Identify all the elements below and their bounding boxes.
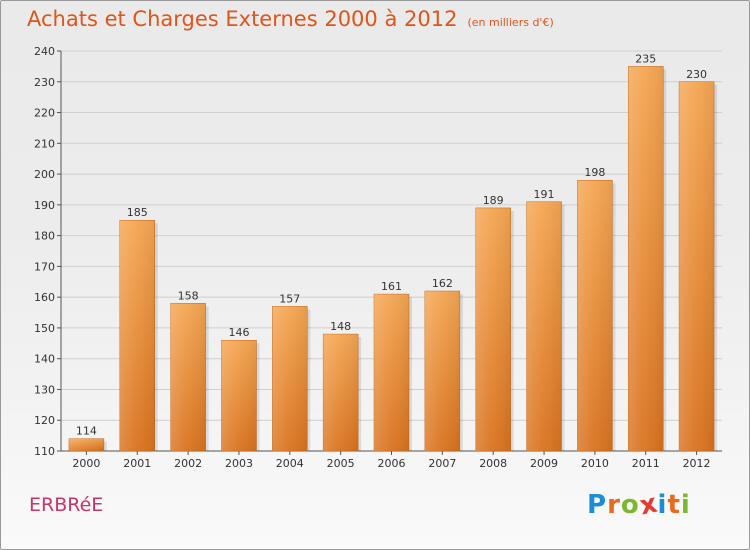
bar-highlight (170, 303, 206, 451)
data-label: 157 (279, 292, 300, 305)
data-label: 191 (534, 188, 555, 201)
bar-highlight (68, 438, 104, 451)
data-label: 146 (228, 326, 249, 339)
x-tick-label: 2011 (632, 457, 660, 470)
x-tick-label: 2012 (683, 457, 711, 470)
bar-highlight (221, 340, 257, 451)
y-tick-label: 230 (34, 76, 55, 89)
chart-title: Achats et Charges Externes 2000 à 2012 (27, 7, 458, 31)
data-label: 235 (635, 52, 656, 65)
x-tick-label: 2001 (123, 457, 151, 470)
chart-subtitle: (en milliers d'€) (467, 16, 554, 29)
logo-letter: t (667, 490, 681, 520)
data-label: 185 (127, 206, 148, 219)
town-name: ERBRéE (29, 494, 104, 516)
bar-highlight (272, 306, 308, 451)
y-tick-label: 210 (34, 137, 55, 150)
data-label: 114 (76, 425, 97, 438)
x-tick-label: 2008 (479, 457, 507, 470)
y-tick-label: 110 (34, 445, 55, 458)
x-tick-label: 2006 (378, 457, 406, 470)
y-tick-label: 150 (34, 322, 55, 335)
axes: 110 120 130 140 150 160 170 180 190 200 210 220 230 2… (34, 45, 722, 470)
y-tick-label: 120 (34, 414, 55, 427)
x-tick-label: 2004 (276, 457, 304, 470)
logo-letter: o (620, 490, 640, 520)
y-tick-label: 170 (34, 260, 55, 273)
bar-highlight (424, 291, 460, 451)
data-label: 189 (483, 194, 504, 207)
x-tick-label: 2002 (174, 457, 202, 470)
x-tick-label: 2010 (581, 457, 609, 470)
bar-highlight (526, 201, 562, 451)
bars (68, 66, 718, 452)
x-tick-label: 2009 (530, 457, 558, 470)
bar-highlight (323, 334, 359, 451)
logo-letter: i (680, 490, 691, 520)
logo-letter: i (657, 490, 668, 520)
data-label: 158 (178, 289, 199, 302)
data-label: 161 (381, 280, 402, 293)
bar-highlight (119, 220, 155, 451)
bar-highlight (475, 207, 511, 451)
x-tick-label: 2000 (72, 457, 100, 470)
title-row: Achats et Charges Externes 2000 à 2012 (e… (27, 7, 554, 31)
bar-highlight (628, 66, 664, 451)
data-label: 148 (330, 320, 351, 333)
y-tick-label: 130 (34, 383, 55, 396)
x-tick-label: 2007 (428, 457, 456, 470)
x-tick-label: 2005 (327, 457, 355, 470)
data-labels: 114 185 158 146 157 148 161 162 189 191 198 235 230 (76, 52, 707, 437)
bar-highlight (577, 180, 613, 451)
bar-highlight (679, 81, 715, 452)
y-tick-label: 240 (34, 45, 55, 58)
logo-letter: r (607, 490, 621, 520)
data-label: 162 (432, 277, 453, 290)
y-tick-label: 160 (34, 291, 55, 304)
y-tick-label: 200 (34, 168, 55, 181)
y-tick-label: 140 (34, 353, 55, 366)
data-label: 230 (686, 68, 707, 81)
proxiti-logo[interactable]: Proxiti (587, 488, 691, 521)
x-tick-label: 2003 (225, 457, 253, 470)
logo-letter: P (587, 490, 608, 520)
y-tick-label: 180 (34, 230, 55, 243)
data-label: 198 (584, 166, 605, 179)
bar-highlight (374, 294, 409, 451)
y-tick-label: 190 (34, 199, 55, 212)
y-tick-label: 220 (34, 107, 55, 120)
